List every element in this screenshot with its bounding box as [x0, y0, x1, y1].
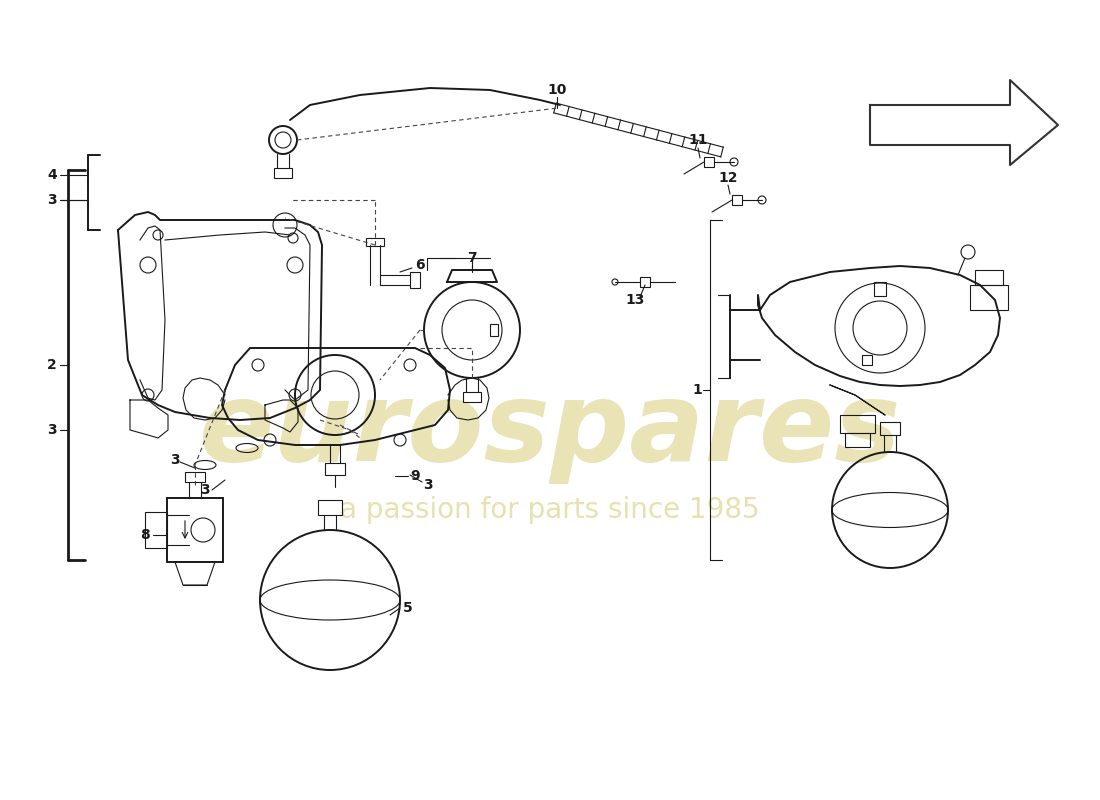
Text: 3: 3 — [200, 483, 210, 497]
Bar — [366, 238, 384, 246]
Text: 5: 5 — [403, 601, 412, 615]
Bar — [274, 168, 292, 178]
Text: 12: 12 — [718, 171, 738, 185]
Bar — [324, 463, 345, 475]
Text: 2: 2 — [47, 358, 57, 372]
Text: 6: 6 — [415, 258, 425, 272]
Bar — [874, 282, 886, 296]
Bar — [490, 324, 498, 336]
Text: 7: 7 — [468, 251, 476, 265]
Bar — [463, 392, 481, 402]
Bar — [975, 270, 1003, 285]
Bar — [845, 433, 870, 447]
Bar — [185, 472, 205, 482]
Text: 9: 9 — [410, 469, 420, 483]
Bar — [410, 272, 420, 288]
Bar — [640, 277, 650, 287]
Bar — [145, 512, 167, 548]
Bar — [840, 415, 874, 433]
Bar — [880, 422, 900, 435]
Bar — [704, 157, 714, 167]
Text: eurospares: eurospares — [199, 377, 901, 483]
Bar — [167, 498, 223, 562]
Bar — [318, 500, 342, 515]
Text: 3: 3 — [170, 453, 179, 467]
Text: 3: 3 — [47, 423, 57, 437]
Bar — [970, 285, 1008, 310]
Text: 4: 4 — [47, 168, 57, 182]
Bar — [862, 355, 872, 365]
Text: 1: 1 — [692, 383, 702, 397]
Text: a passion for parts since 1985: a passion for parts since 1985 — [340, 496, 760, 524]
Text: 10: 10 — [548, 83, 566, 97]
Text: 8: 8 — [140, 528, 150, 542]
Text: 11: 11 — [689, 133, 707, 147]
Text: 3: 3 — [47, 193, 57, 207]
Bar — [732, 195, 742, 205]
Text: 13: 13 — [625, 293, 645, 307]
Text: 3: 3 — [424, 478, 432, 492]
